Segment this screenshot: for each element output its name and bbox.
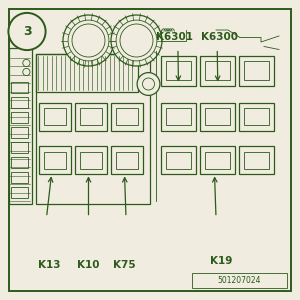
Bar <box>11 127 28 138</box>
Bar <box>9 48 32 204</box>
Bar <box>11 112 28 123</box>
Text: K13: K13 <box>38 260 61 270</box>
Text: K10: K10 <box>77 260 100 270</box>
Circle shape <box>142 78 154 90</box>
Bar <box>111 103 143 130</box>
Bar <box>200 103 235 130</box>
Bar <box>166 152 191 169</box>
Bar <box>205 152 230 169</box>
Bar <box>80 108 102 125</box>
Text: 3: 3 <box>23 25 31 38</box>
Bar <box>200 56 235 86</box>
Bar <box>166 108 191 125</box>
Bar <box>238 103 274 130</box>
Bar <box>200 146 235 174</box>
Circle shape <box>23 68 30 76</box>
Bar <box>11 187 28 198</box>
Bar <box>205 108 230 125</box>
Bar <box>160 146 196 174</box>
Text: K19: K19 <box>210 256 233 266</box>
Bar <box>238 146 274 174</box>
Bar <box>111 146 143 174</box>
Bar <box>11 142 28 153</box>
Circle shape <box>137 73 160 95</box>
Text: K6300: K6300 <box>201 32 238 42</box>
Circle shape <box>63 15 114 66</box>
Bar <box>205 61 230 80</box>
Bar <box>116 108 138 125</box>
Bar <box>75 103 107 130</box>
Bar <box>238 56 274 86</box>
Bar <box>192 273 286 288</box>
Bar <box>36 54 150 204</box>
Bar <box>44 152 66 169</box>
Bar <box>11 157 28 168</box>
Circle shape <box>120 24 153 57</box>
Circle shape <box>23 59 30 67</box>
Bar <box>11 97 28 108</box>
Bar <box>244 108 269 125</box>
Bar <box>75 146 107 174</box>
Text: K6301: K6301 <box>156 32 193 42</box>
Circle shape <box>72 24 105 57</box>
Bar <box>39 146 71 174</box>
Bar <box>11 82 28 93</box>
Bar <box>44 108 66 125</box>
Bar <box>11 172 28 183</box>
Bar <box>39 103 71 130</box>
Bar <box>244 61 269 80</box>
Bar <box>116 152 138 169</box>
Circle shape <box>8 13 46 50</box>
Text: 501207024: 501207024 <box>218 276 261 285</box>
Bar <box>160 56 196 86</box>
Text: K75: K75 <box>113 260 136 270</box>
Circle shape <box>68 20 109 61</box>
Bar <box>36 54 138 92</box>
Bar <box>80 152 102 169</box>
Circle shape <box>111 15 162 66</box>
Bar <box>166 61 191 80</box>
Circle shape <box>116 20 157 61</box>
Bar <box>244 152 269 169</box>
Bar <box>160 103 196 130</box>
